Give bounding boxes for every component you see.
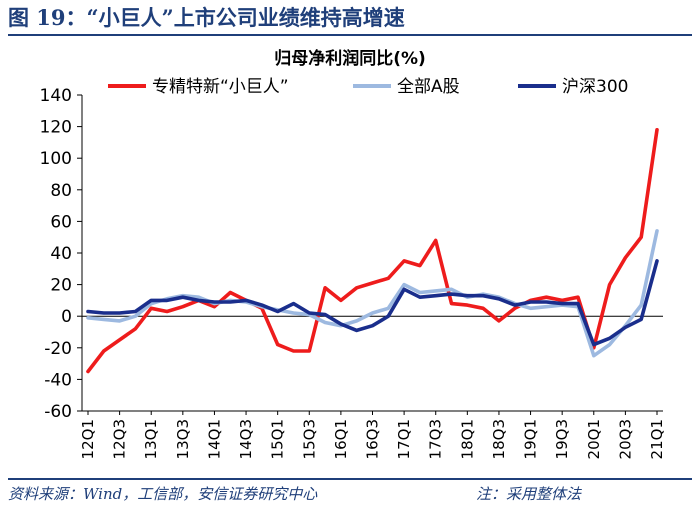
x-tick-label: 17Q1	[395, 419, 413, 459]
y-tick-label: 60	[50, 212, 72, 232]
series-line-2	[86, 259, 659, 347]
x-tick-label: 18Q3	[490, 419, 508, 459]
y-tick-label: -60	[44, 402, 72, 422]
x-tick-label: 13Q1	[142, 419, 160, 459]
series-line-0	[86, 128, 659, 374]
y-tick-label: -40	[44, 370, 72, 390]
x-tick-label: 15Q1	[269, 419, 287, 459]
x-tick-label: 13Q3	[174, 419, 192, 459]
legend-label-1: 全部A股	[397, 77, 460, 97]
x-tick-label: 12Q1	[79, 419, 97, 459]
x-tick-label: 18Q1	[458, 419, 476, 459]
y-tick-label: -20	[44, 339, 72, 359]
figure-title: 图 19：“小巨人”上市公司业绩维持高增速	[8, 5, 405, 30]
x-tick-label: 17Q3	[427, 419, 445, 459]
series-line-1	[86, 229, 659, 358]
x-tick-label: 15Q3	[300, 419, 318, 459]
y-tick-label: 120	[40, 118, 72, 138]
line-chart: 归母净利润同比(%) 专精特新“小巨人” 全部A股 沪深300 140 120 100 8…	[40, 48, 666, 459]
x-tick-label: 14Q1	[205, 419, 223, 459]
source-note: 资料来源：Wind，工信部，安信证券研究中心	[8, 485, 318, 503]
y-tick-label: 0	[61, 307, 72, 327]
x-tick-label: 21Q1	[648, 419, 666, 459]
x-tick-label: 14Q3	[237, 419, 255, 459]
y-tick-label: 80	[50, 181, 72, 201]
y-tick-label: 40	[50, 244, 72, 264]
legend-label-0: 专精特新“小巨人”	[152, 77, 289, 97]
footer-rule	[8, 478, 692, 480]
y-tick-label: 100	[40, 149, 72, 169]
method-note: 注：采用整体法	[476, 485, 582, 503]
x-tick-label: 19Q1	[522, 419, 540, 459]
y-tick-label: 140	[40, 86, 72, 106]
x-tick-label: 16Q1	[332, 419, 350, 459]
x-tick-label: 20Q3	[616, 419, 634, 459]
chart-title: 归母净利润同比(%)	[274, 48, 426, 69]
x-tick-label: 20Q1	[585, 419, 603, 459]
legend: 专精特新“小巨人” 全部A股 沪深300	[108, 77, 628, 97]
title-rule	[8, 34, 692, 36]
x-tick-label: 19Q3	[553, 419, 571, 459]
legend-label-2: 沪深300	[562, 77, 628, 97]
x-tick-label: 12Q3	[111, 419, 129, 459]
axes: 140 120 100 80 60 40 20 0 -20 -40 -60 12Q1 12Q3 13Q1 1…	[40, 86, 666, 459]
series-layer	[86, 128, 659, 374]
y-tick-label: 20	[50, 276, 72, 296]
x-tick-label: 16Q3	[364, 419, 382, 459]
